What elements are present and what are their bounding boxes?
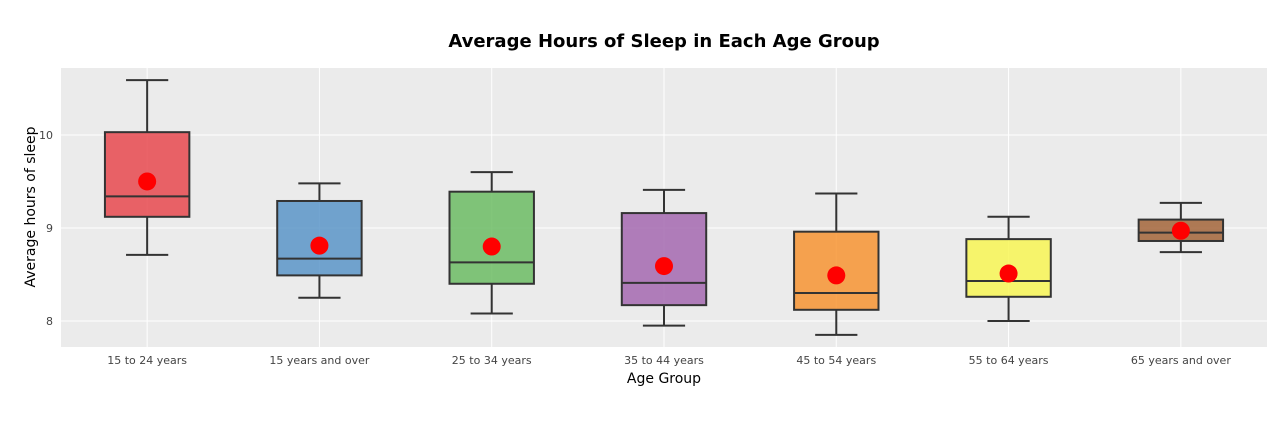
mean-marker: [827, 266, 846, 285]
y-tick-label: 10: [39, 129, 53, 142]
x-tick-label: 35 to 44 years: [624, 354, 704, 367]
mean-marker: [655, 257, 673, 276]
box-group: [448, 171, 535, 315]
y-tick-labels: 8 9 10: [39, 129, 53, 328]
box-group: [276, 182, 363, 299]
x-tick-label: 65 years and over: [1131, 354, 1231, 367]
box-group: [1137, 201, 1225, 254]
box-group: [793, 192, 880, 336]
y-tick-label: 8: [46, 315, 53, 328]
y-axis-title: Average hours of sleep: [23, 126, 39, 287]
box-group: [103, 79, 191, 256]
y-tick-label: 9: [46, 222, 53, 235]
mean-marker: [138, 172, 157, 191]
mean-marker: [310, 236, 329, 255]
x-axis-title: Age Group: [627, 371, 701, 387]
mean-marker: [1171, 221, 1190, 240]
chart-title: Average Hours of Sleep in Each Age Group: [448, 31, 879, 52]
x-tick-label: 45 to 54 years: [796, 354, 876, 367]
boxes-layer: [103, 79, 1225, 336]
x-tick-labels: 15 to 24 years 15 years and over 25 to 34 …: [107, 354, 1231, 367]
x-tick-label: 25 to 34 years: [452, 354, 532, 367]
mean-marker: [999, 264, 1018, 283]
box-group: [620, 188, 708, 327]
box-iqr: [793, 230, 880, 311]
x-tick-label: 55 to 64 years: [969, 354, 1049, 367]
x-tick-label: 15 to 24 years: [107, 354, 187, 367]
box-group: [965, 215, 1052, 322]
x-tick-label: 15 years and over: [269, 354, 369, 367]
mean-marker: [482, 237, 501, 256]
